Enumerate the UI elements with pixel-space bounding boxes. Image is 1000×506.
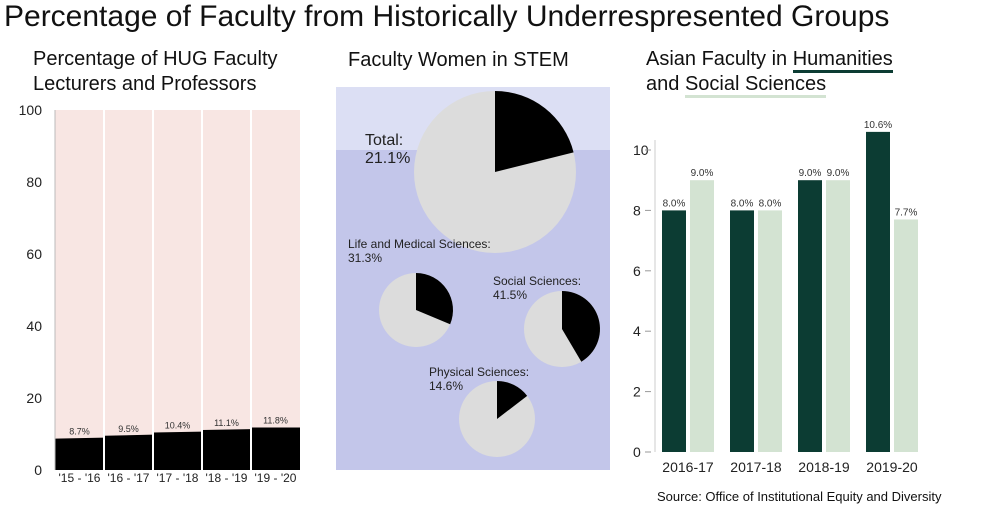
- hug-x-tick: '17 - '18: [157, 471, 199, 485]
- hug-x-tick: '15 - '16: [59, 471, 101, 485]
- pie-total-label: Total:: [365, 132, 403, 149]
- hug-plot-background: [55, 110, 300, 470]
- asian-bar-humanities: [866, 131, 890, 452]
- hug-area-segment: [104, 434, 153, 470]
- hug-x-tick: '16 - '17: [108, 471, 150, 485]
- hug-data-label: 11.8%: [263, 416, 288, 426]
- hug-x-tick: '19 - '20: [255, 471, 297, 485]
- humanities-legend: Humanities: [792, 48, 893, 73]
- stem-chart-title: Faculty Women in STEM: [348, 49, 569, 71]
- asian-x-tick: 2016-17: [662, 459, 714, 475]
- asian-chart-title-2: and Social Sciences: [646, 72, 827, 98]
- hug-area-segment: [251, 427, 300, 470]
- asian-bar-social: [826, 180, 850, 452]
- pie-social-label: Social Sciences:: [493, 274, 581, 288]
- asian-bar-label: 9.0%: [691, 168, 714, 179]
- hug-y-tick: 100: [19, 102, 43, 118]
- pie-life-medical-slice: [416, 273, 453, 325]
- hug-area-segment: [55, 437, 104, 470]
- hug-chart-title-1: Percentage of HUG Faculty: [33, 48, 278, 70]
- asian-y-tick: 8: [633, 202, 641, 218]
- main-title: Percentage of Faculty from Historically …: [4, 0, 890, 33]
- asian-bar-label: 8.0%: [759, 198, 782, 209]
- asian-y-tick: 2: [633, 384, 641, 400]
- pie-life-medical-label: Life and Medical Sciences:: [348, 237, 491, 251]
- asian-bar-humanities: [798, 180, 822, 452]
- asian-bar-label: 8.0%: [731, 198, 754, 209]
- source-note: Source: Office of Institutional Equity a…: [657, 489, 942, 504]
- asian-bar-label: 9.0%: [799, 168, 822, 179]
- asian-y-tick: 0: [633, 444, 641, 460]
- pie-total-slice: [495, 91, 574, 172]
- asian-bar-label: 8.0%: [663, 198, 686, 209]
- pie-physical-slice: [497, 381, 528, 419]
- asian-x-tick: 2019-20: [866, 459, 918, 475]
- pie-social-value: 41.5%: [493, 288, 527, 302]
- hug-data-label: 11.1%: [214, 418, 239, 428]
- hug-area-segment: [153, 431, 202, 470]
- asian-bar-social: [690, 180, 714, 452]
- asian-chart-title-1: Asian Faculty in Humanities: [646, 47, 893, 73]
- hug-y-tick: 20: [26, 390, 42, 406]
- hug-y-tick: 80: [26, 174, 42, 190]
- hug-data-label: 9.5%: [118, 424, 139, 434]
- asian-bar-label: 9.0%: [827, 168, 850, 179]
- asian-bar-social: [894, 219, 918, 452]
- asian-y-tick: 10: [633, 142, 649, 158]
- pie-life-medical-value: 31.3%: [348, 251, 382, 265]
- asian-x-tick: 2018-19: [798, 459, 850, 475]
- hug-data-label: 8.7%: [69, 427, 90, 437]
- pie-total-value: 21.1%: [365, 150, 410, 167]
- asian-bar-humanities: [662, 210, 686, 452]
- hug-y-tick: 40: [26, 318, 42, 334]
- asian-bar-label: 10.6%: [864, 120, 892, 131]
- hug-data-label: 10.4%: [165, 421, 191, 431]
- pie-physical-value: 14.6%: [429, 379, 463, 393]
- hug-chart-title-2: Lecturers and Professors: [33, 73, 257, 95]
- asian-bar-social: [758, 210, 782, 452]
- hug-area-segment: [202, 429, 251, 470]
- hug-y-tick: 60: [26, 246, 42, 262]
- pie-social-slice: [562, 291, 601, 362]
- asian-bar-label: 7.7%: [895, 207, 918, 218]
- hug-y-tick: 0: [34, 462, 42, 478]
- asian-y-tick: 4: [633, 323, 641, 339]
- asian-y-tick: 6: [633, 263, 641, 279]
- pie-physical-label: Physical Sciences:: [429, 365, 529, 379]
- asian-bar-humanities: [730, 210, 754, 452]
- asian-x-tick: 2017-18: [730, 459, 782, 475]
- social-sciences-legend: Social Sciences: [684, 73, 827, 98]
- hug-x-tick: '18 - '19: [206, 471, 248, 485]
